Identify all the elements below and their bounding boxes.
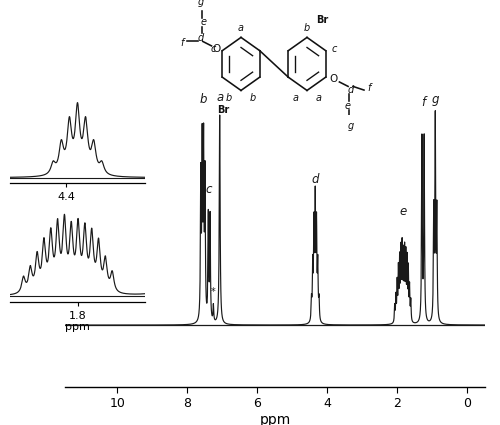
Text: d: d (348, 85, 354, 95)
Text: c: c (211, 44, 216, 54)
Text: a: a (238, 23, 244, 33)
Text: a: a (216, 91, 224, 104)
Text: b: b (304, 23, 310, 33)
Text: g: g (348, 121, 354, 131)
Text: c: c (206, 184, 212, 196)
Text: b: b (199, 94, 206, 106)
Text: O: O (213, 44, 221, 54)
Text: *: * (211, 287, 216, 297)
Text: e: e (344, 101, 350, 110)
Text: d: d (198, 33, 203, 43)
Text: b: b (250, 93, 256, 103)
Text: ppm: ppm (65, 322, 90, 332)
Text: Br: Br (316, 15, 328, 26)
Text: e: e (200, 17, 206, 27)
Text: f: f (367, 83, 370, 93)
Text: g: g (198, 0, 203, 7)
Text: a: a (292, 93, 298, 103)
Text: a: a (316, 93, 322, 103)
Text: g: g (432, 94, 439, 106)
Text: Br: Br (217, 105, 230, 115)
Text: d: d (312, 173, 319, 186)
Text: b: b (226, 93, 232, 103)
Text: e: e (399, 205, 406, 218)
Text: ppm: ppm (65, 201, 90, 211)
Text: f: f (421, 96, 425, 108)
Text: O: O (330, 74, 338, 84)
Text: c: c (332, 44, 337, 54)
Text: f: f (180, 38, 184, 48)
X-axis label: ppm: ppm (260, 413, 290, 425)
